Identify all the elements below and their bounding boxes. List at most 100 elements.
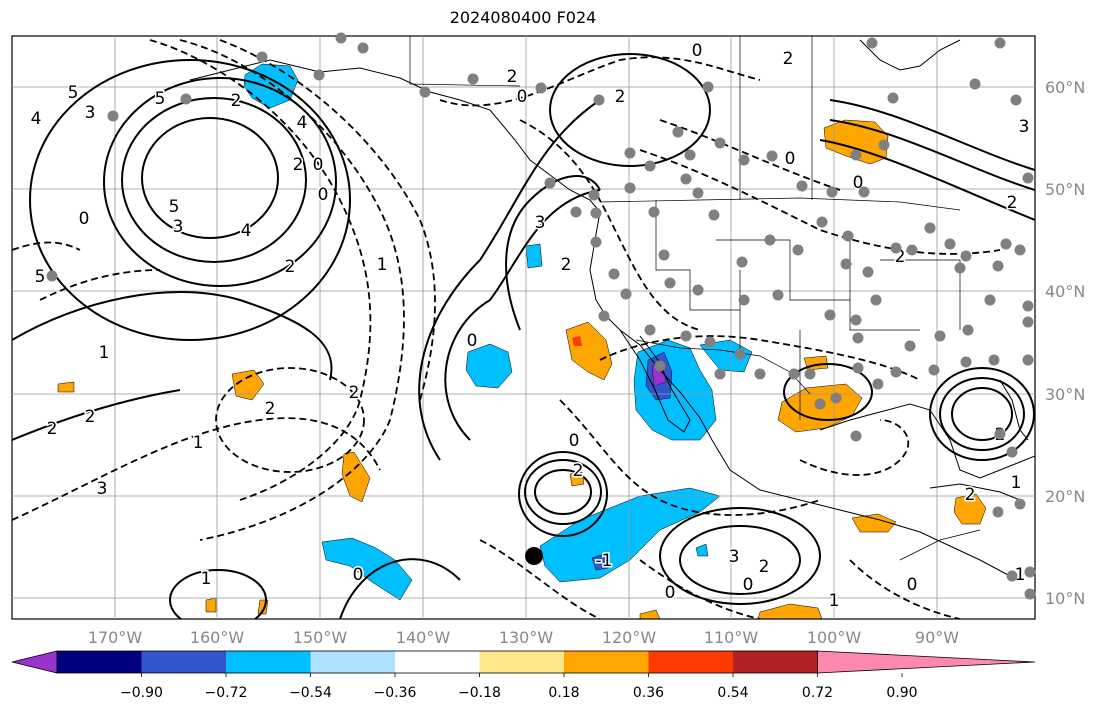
station-dot [928,364,940,376]
dashed-contour-3 [219,39,436,401]
contour-label: 0 [79,209,90,229]
contour-high-north-pacific-1 [141,117,279,239]
contour-label: 2 [349,383,360,403]
dashed-contour-17 [849,559,961,619]
station-dot [994,37,1006,49]
station-dot [792,244,804,256]
contour-canada-jet-2 [829,119,1035,191]
colorbar-extend-low [11,650,58,674]
station-dot [680,173,692,185]
station-dot [960,356,972,368]
station-dot [684,149,696,161]
station-dot [850,314,862,326]
station-dot [852,362,864,374]
station-dot [994,428,1006,440]
contour-south-high-1 [659,507,821,605]
dashed-contour-13 [799,419,910,476]
station-dot [866,37,878,49]
latitude-labels: 60°N 50°N 40°N 30°N 20°N 10°N [1045,78,1085,608]
cyan-patch-central [465,343,513,389]
contour-label: 3 [1019,117,1030,137]
contour-label: 1 [829,591,840,611]
station-dot [1014,244,1026,256]
station-dot [858,186,870,198]
orange-patch-gulf [851,513,897,533]
station-dot [357,42,369,54]
station-dot [766,150,778,162]
lon-label: 170°W [88,628,143,647]
contour-label: 0 [318,185,329,205]
contour-label: 2 [47,419,58,439]
contour-label: 2 [783,49,794,69]
contour-label: 0 [313,155,324,175]
dashed-contours [12,39,1001,619]
station-dot [1024,588,1036,600]
station-dot [654,360,666,372]
coastline-alaska [189,59,601,213]
station-dot [736,256,748,268]
contour-coast-ridge-1 [444,189,601,441]
lon-label: 150°W [293,628,348,647]
station-dot [850,149,862,161]
blue-patch-south [591,553,609,571]
coastlines [189,39,1035,577]
station-dot [738,154,750,166]
station-dot [46,270,58,282]
contour-subtropical-high-1 [524,459,602,525]
coastline-west [589,211,1011,577]
contour-label: 0 [692,41,703,61]
station-dot [944,238,956,250]
contour-label: 3 [85,103,96,123]
contour-coast-ridge-3 [418,99,601,461]
contour-label: 2 [759,557,770,577]
station-dot [692,284,704,296]
colorbar-tick-label: −0.18 [458,685,501,701]
contour-label: 2 [573,461,584,481]
map-frame [11,35,1036,620]
border-state-2 [716,239,850,301]
lon-label: 140°W [396,628,451,647]
contour-texas-high [783,363,873,421]
station-dot [658,249,670,261]
graticule [12,36,1035,619]
station-dot [590,236,602,248]
colorbar-segment [395,651,480,673]
border-canada-us [599,197,961,211]
dashed-contour-7 [519,119,701,331]
colorbar-segment [310,651,395,673]
station-dot [624,182,636,194]
contour-gulf-high-3 [929,367,1035,461]
station-dot [570,206,582,218]
station-dot [824,309,836,321]
station-dot [608,268,620,280]
lon-label: 130°W [499,628,554,647]
lon-label: 160°W [190,628,245,647]
station-dot [1024,566,1036,578]
station-dot [814,398,826,410]
station-dot [816,216,828,228]
station-dot [702,81,714,93]
contour-south-high-2 [679,525,801,595]
station-dot [850,430,862,442]
border-state-4 [849,240,920,331]
contour-label: 1 [193,433,204,453]
contour-pacific-ridge [12,291,333,381]
station-dot [764,234,776,246]
station-dot [107,110,119,122]
station-dot [313,69,325,81]
contour-label: 2 [85,407,96,427]
border-state-5 [880,259,961,330]
station-dot [180,93,192,105]
station-dot [878,139,890,151]
cyan-patch-small-2 [695,543,709,557]
lon-label: 120°W [602,628,657,647]
contour-label: 3 [97,479,108,499]
colorbar-tick-label: 0.90 [886,685,917,701]
political-borders [409,36,981,561]
contour-label: 3 [535,213,546,233]
dashed-contour-9 [659,119,841,191]
contour-label: -1 [596,551,613,571]
station-dot [872,378,884,390]
contour-label: 1 [1015,565,1026,585]
contour-gulf-high-1 [939,377,1025,451]
